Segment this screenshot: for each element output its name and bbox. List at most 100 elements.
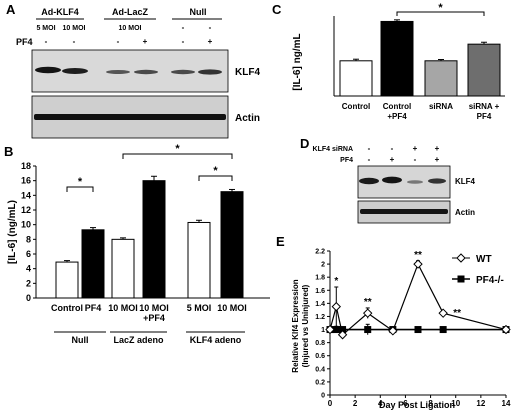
significance-star-e: ** [414, 250, 422, 261]
pf4-sign-4: - [182, 37, 185, 46]
klf4-band-d [428, 178, 446, 184]
xlabel-e: Day Post Ligation [379, 400, 455, 410]
sirna-sign-3: + [435, 144, 440, 153]
data-point-wt [501, 324, 511, 335]
band-label-actin-d: Actin [455, 208, 475, 217]
y-tick-label-e: 1.4 [315, 301, 325, 308]
pf4-sign-3: + [143, 37, 148, 46]
category-label-b: 5 MOI [187, 303, 212, 313]
panel-a: Ad-KLF4 Ad-LacZ Null 5 MOI 10 MOI 10 MOI… [16, 7, 260, 139]
category-label-c: PF4 [477, 112, 492, 121]
chart-b: [IL-6] (ng/mL) 0 2 4 6 8 10 12 14 16 18 Control PF… [7, 143, 270, 345]
bar-b [142, 180, 166, 299]
bar-c [467, 43, 501, 97]
data-point-pf4 [364, 326, 372, 334]
group-label-ad-lacz: Ad-LacZ [112, 7, 149, 17]
chart-e: Relative Klf4 Expression (Injured vs Uni… [291, 249, 511, 411]
significance-star-b: * [78, 176, 83, 188]
data-point-pf4 [339, 326, 347, 334]
y-tick-label-e: 2.2 [315, 249, 325, 256]
data-point-pf4 [414, 326, 422, 334]
data-point-wt [331, 301, 341, 312]
x-tick-label-e: 6 [403, 399, 408, 408]
bar-b [187, 221, 211, 299]
x-tick-label-e: 14 [502, 399, 511, 408]
category-label-b: +PF4 [143, 313, 165, 323]
category-label-b: 10 MOI [139, 303, 169, 313]
significance-bracket-c [396, 11, 485, 16]
legend-label-wt: WT [476, 254, 492, 265]
klf4-band-d [382, 176, 402, 184]
pf4-sign-2: - [117, 37, 120, 46]
x-tick-label-e: 8 [428, 399, 433, 408]
panel-d: KLF4 siRNA PF4 - - + + - + - + KLF4 Acti… [313, 144, 476, 224]
data-point-wt [413, 259, 423, 269]
bar-c [380, 20, 414, 97]
pf4-sign-0: - [45, 37, 48, 46]
category-label-b: 10 MOI [108, 303, 138, 313]
category-label-c: siRNA [429, 102, 453, 111]
series-line-wt [329, 262, 507, 336]
y-tick-label-b: 12 [21, 205, 31, 215]
category-label-b: 10 MOI [217, 303, 247, 313]
x-tick-label-e: 10 [451, 399, 460, 408]
significance-star-e: * [334, 276, 338, 287]
moi-label-1: 10 MOI [63, 25, 86, 32]
x-tick-label-e: 0 [328, 399, 333, 408]
klf4-blot [31, 49, 229, 93]
significance-star-e: ** [364, 297, 372, 308]
pf4-d-sign-0: - [368, 155, 371, 164]
klf4-band [198, 69, 222, 75]
y-tick-label-e: 1 [321, 327, 325, 334]
klf4-band-d [407, 180, 423, 184]
ylabel-b: [IL-6] (ng/mL) [7, 200, 18, 264]
y-tick-label-e: 0.6 [315, 353, 325, 360]
pf4-d-sign-2: - [414, 155, 417, 164]
moi-label-3: - [182, 23, 185, 32]
y-tick-label-b: 16 [21, 176, 31, 186]
y-tick-label-e: 0 [321, 393, 325, 400]
ylabel-e-line1: Relative Klf4 Expression [291, 279, 300, 372]
bar-b [55, 261, 79, 299]
data-point-wt [325, 324, 335, 335]
panel-letter-b: B [4, 144, 13, 159]
category-label-c: Control [342, 102, 370, 111]
group-label-ad-klf4: Ad-KLF4 [41, 7, 79, 17]
band-label-klf4-d: KLF4 [455, 177, 476, 186]
klf4-band [35, 66, 61, 74]
y-tick-label-e: 0.8 [315, 340, 325, 347]
data-point-wt [337, 330, 348, 340]
y-tick-label-e: 2 [321, 262, 325, 269]
y-tick-label-e: 1.2 [315, 314, 325, 321]
y-tick-label-b: 2 [26, 278, 31, 288]
category-label-c: siRNA + [469, 102, 500, 111]
moi-label-4: - [209, 23, 212, 32]
actin-band [34, 114, 226, 120]
klf4-band [134, 69, 158, 75]
significance-bracket-b [198, 175, 233, 181]
panel-letter-a: A [6, 2, 16, 17]
pf4-d-sign-3: + [435, 155, 440, 164]
category-label-b: Control [51, 303, 83, 313]
y-tick-label-b: 8 [26, 234, 31, 244]
x-tick-label-e: 12 [476, 399, 485, 408]
y-tick-label-b: 14 [21, 190, 31, 200]
legend-label-pf4: PF4-/- [476, 275, 504, 286]
data-point-pf4 [332, 326, 340, 334]
panel-letter-e: E [276, 234, 285, 249]
x-tick-label-e: 4 [378, 399, 383, 408]
klf4-band [62, 68, 88, 74]
category-label-c: Control [383, 102, 411, 111]
y-tick-label-b: 10 [21, 220, 31, 230]
data-point-wt [388, 326, 398, 336]
category-label-b: PF4 [85, 303, 102, 313]
significance-star-c: * [438, 2, 443, 14]
ylabel-c: [IL-6] ng/mL [292, 33, 303, 90]
panel-letter-c: C [272, 2, 282, 17]
y-tick-label-e: 0.4 [315, 366, 325, 373]
pf4-row-label: PF4 [16, 37, 33, 47]
moi-label-2: 10 MOI [119, 25, 142, 32]
data-point-wt [438, 308, 448, 318]
significance-star-e: ** [453, 308, 461, 319]
